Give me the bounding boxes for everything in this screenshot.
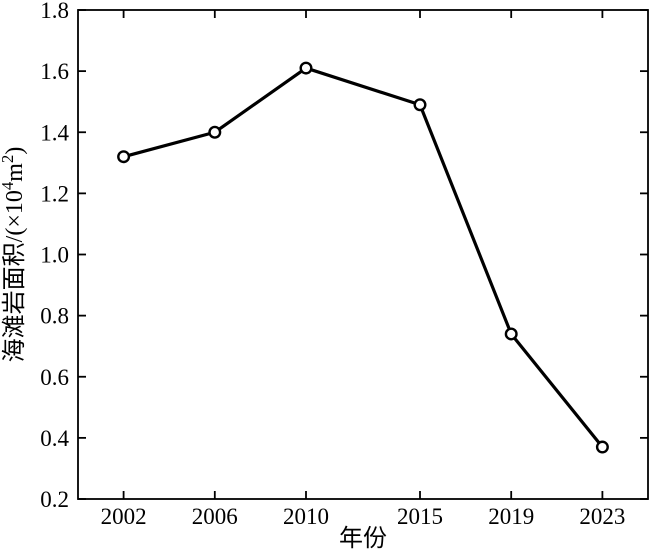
plot-frame — [77, 9, 649, 500]
data-point-markers — [117, 61, 609, 454]
y-tick-label: 0.2 — [40, 487, 69, 512]
y-tick-label: 0.8 — [40, 304, 69, 329]
y-tick-label: 1.0 — [40, 243, 69, 268]
x-axis-label: 年份 — [339, 525, 387, 552]
y-tick-label: 1.2 — [40, 181, 69, 206]
x-tick-labels: 2002 2006 2010 2015 2019 2023 — [101, 504, 626, 529]
data-point-marker — [117, 150, 131, 164]
x-tick-label: 2006 — [192, 504, 238, 529]
y-axis-label: 海滩岩面积/(×104m2) — [0, 147, 28, 363]
axis-ticks — [78, 9, 648, 500]
y-tick-label: 1.8 — [40, 0, 69, 23]
data-point-marker — [299, 61, 313, 75]
data-point-marker — [504, 327, 518, 341]
data-point-marker — [208, 125, 222, 139]
data-point-marker — [595, 440, 609, 454]
x-tick-label: 2023 — [579, 504, 625, 529]
plot-border — [77, 9, 649, 500]
y-tick-label: 1.6 — [40, 59, 69, 84]
y-tick-labels: 0.2 0.4 0.6 0.8 1.0 1.2 1.4 1.6 1.8 — [40, 0, 69, 512]
x-tick-label: 2019 — [488, 504, 534, 529]
series-line — [121, 66, 605, 449]
y-tick-label: 0.6 — [40, 365, 69, 390]
data-line-series — [121, 66, 605, 449]
y-tick-label: 1.4 — [40, 120, 69, 145]
x-tick-label: 2010 — [283, 504, 329, 529]
x-tick-label: 2002 — [101, 504, 147, 529]
y-tick-label: 0.4 — [40, 426, 69, 451]
x-tick-label: 2015 — [397, 504, 443, 529]
data-point-marker — [413, 98, 427, 112]
